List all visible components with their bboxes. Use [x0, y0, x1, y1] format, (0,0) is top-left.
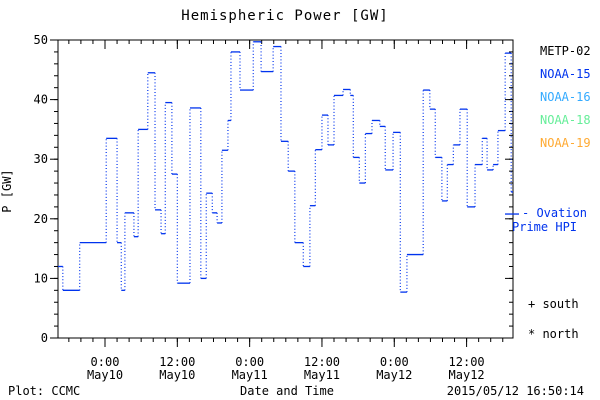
svg-text:12:00: 12:00 [304, 355, 340, 369]
x-axis-label: Date and Time [240, 384, 334, 398]
svg-text:May11: May11 [232, 368, 268, 382]
plot-timestamp: 2015/05/12 16:50:14 [446, 384, 584, 398]
svg-text:May10: May10 [87, 368, 123, 382]
svg-text:0:00: 0:00 [380, 355, 409, 369]
svg-text:May11: May11 [304, 368, 340, 382]
south-marker-note: + south [528, 297, 579, 311]
svg-text:0:00: 0:00 [235, 355, 264, 369]
svg-text:0:00: 0:00 [91, 355, 120, 369]
north-marker-note: * north [528, 327, 579, 341]
svg-text:40: 40 [34, 93, 48, 107]
svg-text:12:00: 12:00 [449, 355, 485, 369]
svg-text:0: 0 [41, 331, 48, 345]
plot-source-label: Plot: CCMC [8, 384, 81, 398]
legend: METP-02 NOAA-15 NOAA-16 NOAA-18 NOAA-19 [540, 40, 591, 155]
svg-text:May10: May10 [159, 368, 195, 382]
legend-item-noaa15: NOAA-15 [540, 67, 591, 81]
svg-text:12:00: 12:00 [159, 355, 195, 369]
svg-text:30: 30 [34, 152, 48, 166]
legend-item-metp02: METP-02 [540, 44, 591, 58]
svg-text:May12: May12 [376, 368, 412, 382]
ovation-label-line1: - Ovation [522, 206, 588, 220]
series-annotation-ovation: - Ovation Prime HPI [512, 206, 587, 234]
svg-text:50: 50 [34, 33, 48, 47]
legend-item-noaa18: NOAA-18 [540, 113, 591, 127]
legend-item-noaa16: NOAA-16 [540, 90, 591, 104]
y-axis-label: P [GW] [0, 169, 14, 213]
ovation-label-line2: Prime HPI [512, 220, 578, 234]
svg-text:May12: May12 [449, 368, 485, 382]
legend-item-noaa19: NOAA-19 [540, 136, 591, 150]
chart-title: Hemispheric Power [GW] [181, 8, 389, 24]
svg-text:20: 20 [34, 212, 48, 226]
svg-text:10: 10 [34, 271, 48, 285]
